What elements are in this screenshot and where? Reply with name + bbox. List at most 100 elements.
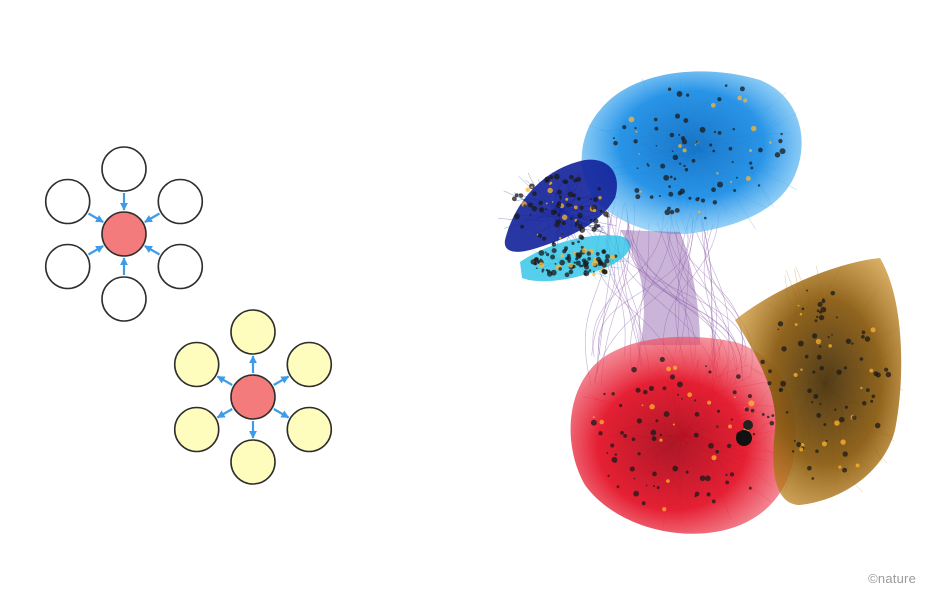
network-node <box>694 411 700 417</box>
incoming-star-diagram <box>44 146 204 322</box>
bridge-edge <box>608 200 626 357</box>
network-node <box>667 206 671 211</box>
network-node <box>699 126 706 133</box>
network-node <box>672 154 679 161</box>
network-node <box>699 475 706 482</box>
network-node <box>804 354 809 359</box>
network-node <box>728 146 733 151</box>
nature-credit: ©nature <box>868 571 916 586</box>
network-node <box>751 125 757 132</box>
network-node <box>614 453 618 456</box>
network-node <box>681 398 683 400</box>
network-node <box>679 162 682 165</box>
network-node <box>731 161 734 164</box>
network-node <box>622 125 627 130</box>
network-node <box>683 164 686 168</box>
network-node <box>564 248 568 252</box>
network-node <box>729 472 735 477</box>
edge-arrow <box>144 245 161 256</box>
network-node <box>579 205 584 211</box>
network-node <box>592 197 598 203</box>
network-node <box>812 370 816 374</box>
network-node <box>547 187 553 194</box>
network-node <box>562 179 567 184</box>
network-node <box>821 441 827 447</box>
network-node <box>603 392 606 396</box>
network-node <box>774 152 781 158</box>
network-node <box>549 175 554 180</box>
leaf-node <box>286 341 333 388</box>
network-node <box>869 368 874 373</box>
network-node <box>736 374 741 379</box>
network-node <box>819 365 824 371</box>
network-node <box>747 394 752 399</box>
network-node <box>511 196 517 202</box>
network-node <box>545 208 548 211</box>
outgoing-star-diagram <box>173 309 333 485</box>
network-node <box>851 342 854 345</box>
network-node <box>532 191 537 197</box>
network-node <box>703 216 707 220</box>
network-node <box>870 327 876 333</box>
network-node <box>603 211 609 217</box>
network-node <box>834 408 837 411</box>
network-node <box>604 258 610 264</box>
network-node <box>538 200 543 206</box>
network-node <box>668 191 674 197</box>
network-node <box>605 254 610 260</box>
edge-arrow <box>216 375 233 386</box>
network-node <box>538 262 545 269</box>
network-node <box>631 437 636 441</box>
network-node <box>713 130 717 134</box>
network-node <box>835 316 838 319</box>
network-node <box>758 147 763 153</box>
network-node <box>674 208 680 213</box>
network-node <box>618 403 623 408</box>
network-node <box>768 369 772 374</box>
network-node <box>663 174 670 181</box>
network-node <box>588 269 592 272</box>
network-node <box>636 418 643 424</box>
network-node <box>871 394 876 399</box>
network-node <box>859 357 864 361</box>
network-node <box>592 272 596 277</box>
network-node <box>778 388 782 392</box>
network-node <box>842 451 848 457</box>
network-node <box>545 268 549 272</box>
bridge-edge <box>675 212 692 353</box>
network-node <box>536 260 540 264</box>
network-node <box>681 139 688 145</box>
network-node <box>870 399 874 403</box>
network-node <box>635 194 641 200</box>
network-node <box>766 415 770 419</box>
leaf-node <box>230 309 276 355</box>
network-node <box>561 214 568 221</box>
leaf-node <box>101 276 147 322</box>
network-node <box>541 270 544 273</box>
network-node <box>637 452 641 456</box>
network-node <box>748 400 755 407</box>
network-node <box>620 430 624 435</box>
network-node <box>574 221 579 226</box>
network-node <box>712 149 715 153</box>
network-node <box>828 344 832 348</box>
network-node <box>885 371 892 378</box>
network-node <box>730 418 733 421</box>
leaf-node <box>101 146 147 192</box>
network-node <box>793 439 796 442</box>
network-node <box>694 144 697 146</box>
network-node <box>541 268 545 272</box>
network-visualization <box>498 71 904 534</box>
network-node <box>595 251 600 256</box>
network-node <box>807 388 812 394</box>
network-node <box>671 150 674 152</box>
red-cluster <box>570 336 796 534</box>
hub-node <box>736 430 752 446</box>
network-node <box>801 307 805 311</box>
network-node <box>739 86 745 92</box>
network-node <box>597 224 601 228</box>
network-node <box>633 139 638 144</box>
network-node <box>691 158 696 163</box>
leaf-node <box>173 406 220 453</box>
network-node <box>679 188 686 195</box>
